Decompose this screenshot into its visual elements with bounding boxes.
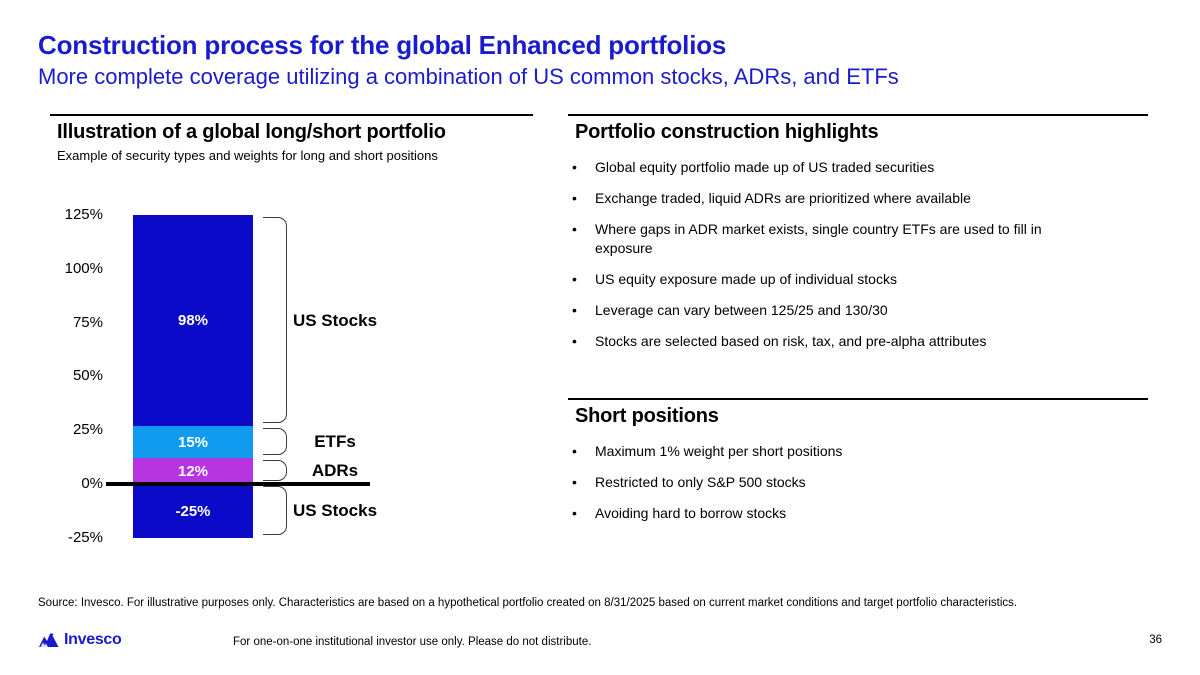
segment-value-label: 98% (177, 312, 209, 329)
slide-title: Construction process for the global Enha… (38, 30, 727, 60)
group-label-adrs: ADRs (311, 461, 359, 481)
zero-axis-line (106, 482, 370, 487)
bullet-text: Global equity portfolio made up of US tr… (595, 159, 935, 175)
bar-segment-us-stocks-long: 98% (133, 215, 253, 427)
y-axis-tick: 50% (72, 367, 103, 385)
bullet-icon: • (572, 302, 577, 318)
right-panel-short-positions: Short positions • Maximum 1% weight per s… (568, 398, 1148, 535)
bullet-item: • Avoiding hard to borrow stocks (572, 504, 1148, 523)
page-number: 36 (1149, 634, 1162, 646)
segment-value-label: -25% (175, 502, 211, 520)
bullet-item: • Stocks are selected based on risk, tax,… (572, 332, 1148, 351)
y-axis-tick: 0% (81, 475, 103, 493)
bullet-item: • Restricted to only S&P 500 stocks (572, 473, 1148, 492)
bullet-text: Leverage can vary between 125/25 and 130… (595, 302, 888, 318)
bullet-text: Avoiding hard to borrow stocks (595, 505, 787, 521)
bullet-item: • Where gaps in ADR market exists, single… (572, 220, 1148, 258)
group-label-us-stocks: US Stocks (292, 310, 378, 330)
bar-segment-etfs: 15% (133, 426, 253, 459)
bullet-item: • Exchange traded, liquid ADRs are priori… (572, 189, 1148, 208)
footer-source: Source: Invesco. For illustrative purpos… (38, 597, 1018, 609)
group-brace (263, 428, 287, 456)
bullet-item: • Leverage can vary between 125/25 and 13… (572, 301, 1148, 320)
slide-subtitle: More complete coverage utilizing a combi… (38, 64, 899, 89)
bullet-icon: • (572, 190, 577, 206)
y-axis-tick: 75% (72, 313, 103, 331)
bar-segment-us-stocks-short: -25% (133, 484, 253, 538)
right-panel-highlights: Portfolio construction highlights • Globa… (568, 114, 1148, 363)
mountain-icon (38, 632, 60, 649)
y-axis-tick: -25% (67, 528, 103, 546)
y-axis-tick: 125% (64, 206, 103, 223)
group-label-us-stocks: US Stocks (292, 501, 378, 521)
bar-segment-adrs: 12% (133, 458, 253, 485)
stacked-bar-chart: 125% 100% 75% 50% 25% 0% -25% 98% 15% 12% -25% US S… (50, 205, 450, 560)
group-label-etfs: ETFs (314, 432, 356, 452)
bullet-icon: • (572, 159, 577, 175)
footer-disclaimer: For one-on-one institutional investor us… (233, 636, 592, 648)
segment-value-label: 12% (177, 462, 209, 480)
invesco-logo-text: Invesco (64, 631, 122, 648)
bullet-text: Restricted to only S&P 500 stocks (595, 474, 806, 490)
bullet-text: Maximum 1% weight per short positions (595, 443, 843, 459)
bullet-text: Exchange traded, liquid ADRs are priorit… (595, 190, 971, 206)
bullet-list: • Maximum 1% weight per short positions • R… (568, 442, 1148, 523)
y-axis-tick: 100% (64, 259, 103, 277)
group-brace (263, 486, 287, 535)
left-panel: Illustration of a global long/short port… (50, 114, 533, 163)
bullet-icon: • (572, 271, 577, 287)
group-brace (263, 460, 287, 482)
bullet-text: Where gaps in ADR market exists, single … (595, 221, 1042, 256)
panel-heading: Portfolio construction highlights (575, 121, 879, 143)
bullet-item: • Global equity portfolio made up of US t… (572, 158, 1148, 177)
bullet-text: US equity exposure made up of individual… (595, 271, 897, 287)
bullet-text: Stocks are selected based on risk, tax, … (595, 333, 987, 349)
invesco-logo: Invesco (38, 631, 122, 649)
panel-heading: Short positions (575, 405, 719, 427)
left-panel-subheading: Example of security types and weights fo… (57, 148, 438, 163)
bullet-icon: • (572, 443, 577, 459)
segment-value-label: 15% (177, 433, 209, 451)
bullet-list: • Global equity portfolio made up of US t… (568, 158, 1148, 351)
y-axis-tick: 25% (72, 421, 103, 439)
left-panel-heading: Illustration of a global long/short port… (57, 121, 446, 143)
group-brace (263, 217, 287, 424)
bullet-item: • Maximum 1% weight per short positions (572, 442, 1148, 461)
bullet-icon: • (572, 333, 577, 349)
bullet-icon: • (572, 505, 577, 521)
bullet-icon: • (572, 474, 577, 490)
bullet-item: • US equity exposure made up of individua… (572, 270, 1148, 289)
bullet-icon: • (572, 221, 577, 237)
